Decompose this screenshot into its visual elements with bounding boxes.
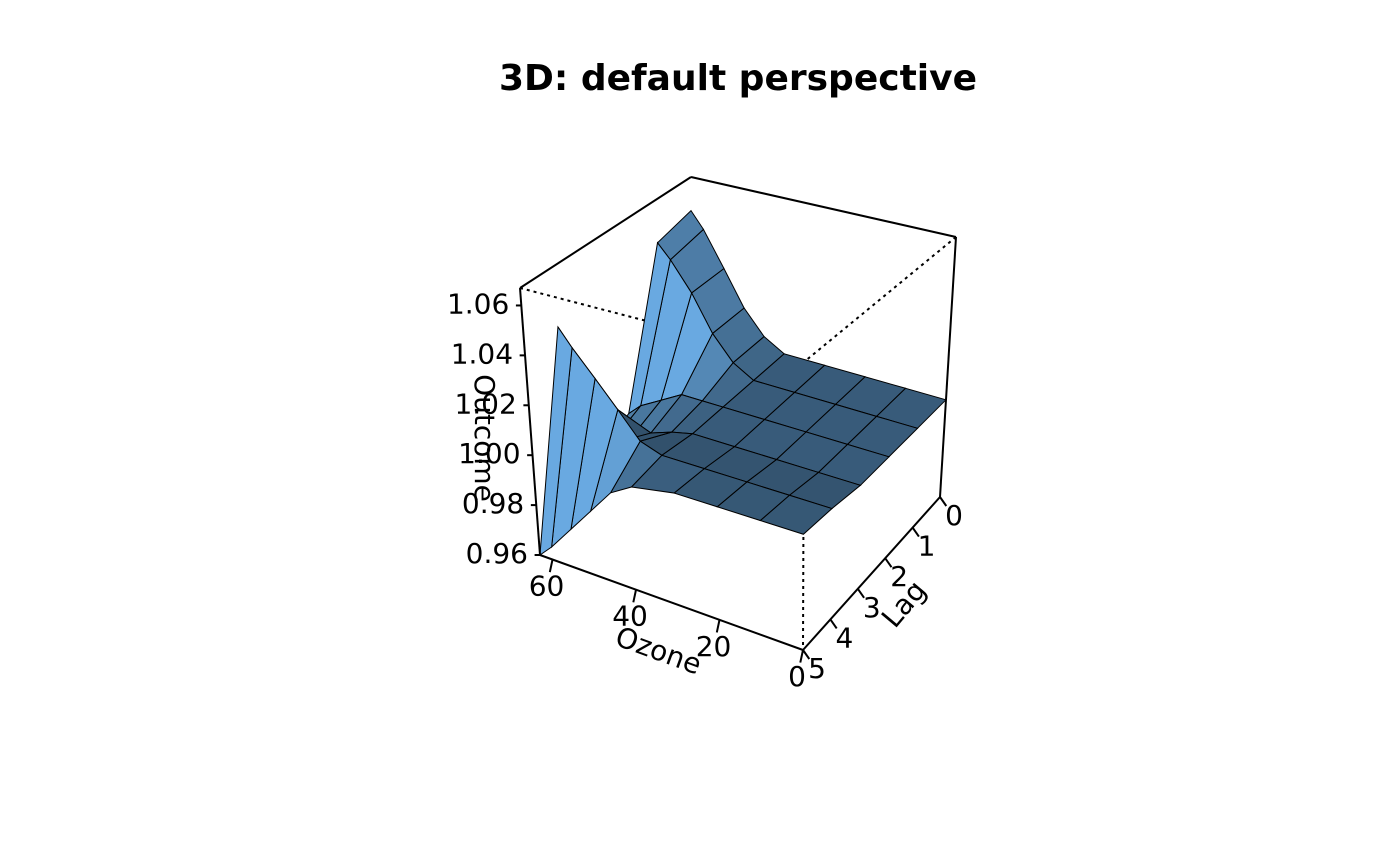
x-tick-label: 20 [696, 630, 732, 663]
x-tick-label: 60 [529, 570, 565, 603]
y-axis-title: Lag [875, 574, 933, 634]
tick-mark [548, 559, 554, 573]
box-edge [519, 176, 692, 289]
box-edge-hidden [803, 236, 957, 363]
z-tick-label: 0.96 [466, 537, 528, 570]
x-axis-title: Ozone [611, 620, 706, 681]
y-tick-label: 2 [890, 560, 908, 593]
z-tick-label: 0.98 [462, 487, 524, 520]
z-tick-label: 1.00 [458, 437, 520, 470]
tick-mark [802, 649, 811, 660]
tick-mark [715, 619, 721, 633]
y-tick-label: 3 [863, 591, 881, 624]
z-tick-label: 1.06 [447, 287, 509, 320]
tick-mark [829, 618, 838, 629]
box-edge-hidden [802, 361, 805, 651]
chart-title: 3D: default perspective [499, 58, 977, 99]
y-tick-label: 1 [918, 530, 936, 563]
z-axis-title: Outcome [468, 374, 501, 502]
box-edge [539, 554, 804, 651]
tick-mark [911, 527, 920, 538]
y-tick-label: 4 [835, 621, 853, 654]
x-tick-label: 0 [788, 660, 806, 693]
tick-mark [799, 649, 804, 663]
box-edge [939, 236, 957, 498]
box-edge [519, 287, 541, 556]
box-edge [802, 496, 941, 651]
y-tick-label: 5 [808, 652, 826, 685]
z-tick-label: 1.04 [451, 337, 513, 370]
x-tick-label: 40 [612, 600, 648, 633]
z-tick-label: 1.02 [454, 387, 516, 420]
tick-mark [632, 589, 637, 603]
tick-mark [884, 557, 893, 568]
y-tick-label: 0 [945, 499, 963, 532]
box-edge [690, 176, 957, 238]
tick-mark [939, 496, 948, 507]
tick-mark [856, 588, 865, 599]
